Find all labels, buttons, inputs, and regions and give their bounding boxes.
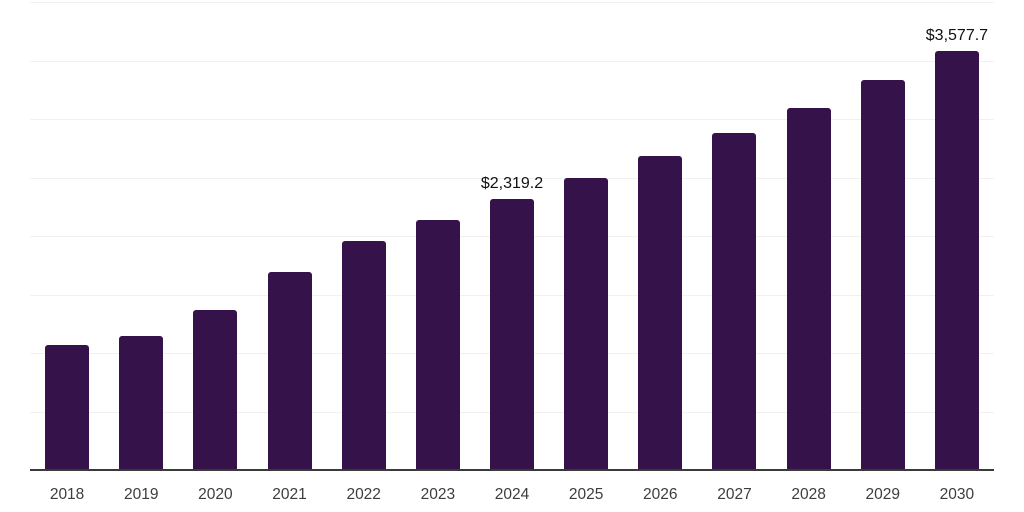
- bar-2019: [119, 335, 164, 469]
- bar-2020: [193, 309, 238, 469]
- bar-2025: [564, 178, 609, 469]
- x-tick-label: 2030: [939, 486, 975, 503]
- x-tick-label: 2025: [568, 486, 604, 503]
- bar-2023: [415, 219, 460, 469]
- x-tick-label: 2027: [717, 486, 752, 503]
- bar-value-label: $2,319.2: [480, 174, 544, 192]
- x-tick-label: 2026: [643, 486, 678, 503]
- bar-2021: [267, 271, 312, 469]
- x-tick-label: 2028: [791, 486, 826, 503]
- x-tick-label: 2022: [346, 486, 381, 503]
- x-tick-label: 2020: [198, 486, 233, 503]
- bar-2022: [341, 241, 386, 469]
- bar-2026: [638, 156, 683, 469]
- x-tick-label: 2024: [494, 486, 530, 503]
- bar-2028: [786, 107, 831, 469]
- x-axis-line: [30, 469, 994, 471]
- x-tick-label: 2023: [420, 486, 456, 503]
- x-tick-label: 2029: [865, 486, 901, 503]
- bar-2029: [860, 80, 905, 469]
- x-tick-label: 2021: [272, 486, 307, 503]
- gridline: [30, 60, 994, 62]
- x-tick-label: 2019: [123, 486, 159, 503]
- gridline: [30, 2, 994, 3]
- bar-2018: [45, 345, 90, 469]
- x-tick-label: 2018: [49, 486, 85, 503]
- bar-value-label: $3,577.7: [925, 27, 989, 45]
- bar-2027: [712, 132, 757, 469]
- gridline: [30, 119, 994, 120]
- bar-2030: [934, 51, 979, 469]
- bar-2024: [490, 198, 534, 469]
